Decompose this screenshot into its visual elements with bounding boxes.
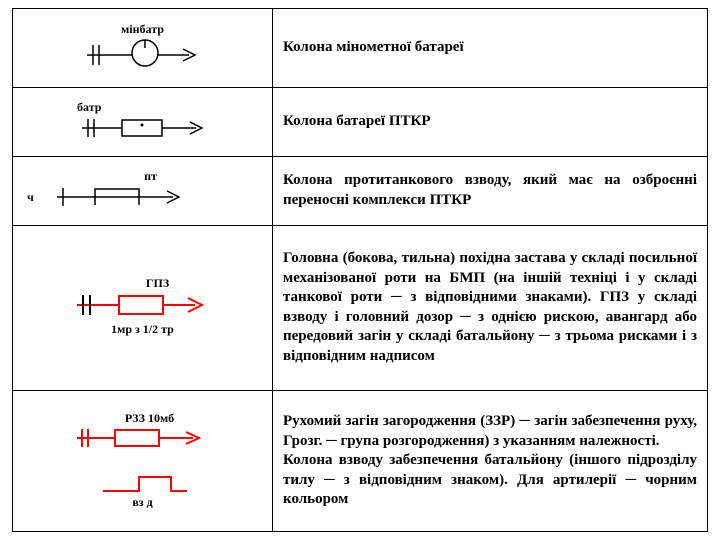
symbol-label: пт bbox=[39, 170, 262, 183]
symbol-sublabel: 1мр з 1/2 тр bbox=[111, 322, 174, 336]
description-cell: Колона батареї ПТКР bbox=[273, 87, 708, 156]
symbol-column-rect-open bbox=[53, 183, 193, 211]
symbol-cell: мінбатр bbox=[13, 9, 273, 88]
symbol-sublabel: вз д bbox=[23, 495, 262, 510]
description-cell: Колона протитанкового взводу, який має н… bbox=[273, 156, 708, 225]
description-cell: Головна (бокова, тильна) похідна застава… bbox=[273, 225, 708, 390]
symbol-cell: батр bbox=[13, 87, 273, 156]
description-cell: Рухомий загін загородження (ЗЗР) ─ загін… bbox=[273, 390, 708, 531]
table-row: ч пт Колона протитанкового взводу, який … bbox=[13, 156, 708, 225]
symbol-column-rect-red2 bbox=[73, 425, 213, 451]
symbol-cell: ч пт bbox=[13, 156, 273, 225]
symbol-cell: ГПЗ 1мр з 1/2 тр bbox=[13, 225, 273, 390]
symbol-label: ГПЗ bbox=[53, 277, 262, 290]
symbol-label: мінбатр bbox=[23, 23, 262, 36]
table-row: батр Колона батареї ПТКР bbox=[13, 87, 708, 156]
left-marker: ч bbox=[27, 190, 34, 205]
symbol-label: РЗЗ 10мб bbox=[37, 412, 262, 425]
table-row: мінбатр Колона мінометної батареї bbox=[13, 9, 708, 88]
symbol-column-rect bbox=[78, 114, 208, 142]
military-symbols-table: мінбатр Колона мінометної батареї батр К… bbox=[12, 8, 708, 532]
symbol-cell: РЗЗ 10мб вз д bbox=[13, 390, 273, 531]
symbol-column-rect-red bbox=[73, 290, 213, 320]
description-cell: Колона мінометної батареї bbox=[273, 9, 708, 88]
symbol-label: батр bbox=[77, 101, 262, 114]
symbol-step-red bbox=[93, 469, 193, 495]
table-row: РЗЗ 10мб вз д Рухомий загін загородження… bbox=[13, 390, 708, 531]
symbol-column-circle bbox=[83, 37, 203, 73]
table-row: ГПЗ 1мр з 1/2 тр Головна (бокова, тильна… bbox=[13, 225, 708, 390]
